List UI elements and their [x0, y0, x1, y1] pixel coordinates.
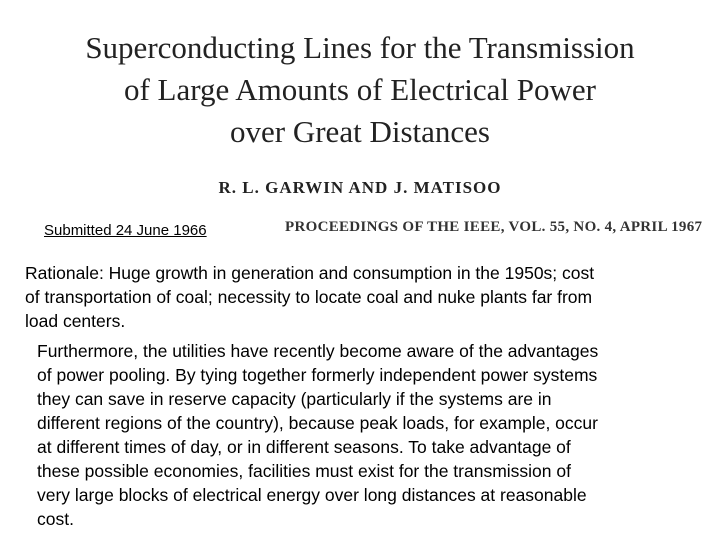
quote-line: of power pooling. By tying together form…: [37, 365, 598, 385]
authors: R. L. GARWIN AND J. MATISOO: [218, 178, 502, 197]
submitted-date: Submitted 24 June 1966: [44, 222, 207, 239]
quote-line: different regions of the country), becau…: [37, 413, 598, 433]
quote-line: cost.: [37, 509, 74, 529]
rationale-line: of transportation of coal; necessity to …: [25, 287, 593, 307]
rationale-line: load centers.: [25, 311, 126, 331]
quote-line: they can save in reserve capacity (parti…: [37, 389, 552, 409]
title-line: Superconducting Lines for the Transmissi…: [85, 30, 635, 65]
quote-line: Furthermore, the utilities have recently…: [37, 341, 599, 361]
title-line: over Great Distances: [230, 114, 490, 149]
citation: PROCEEDINGS OF THE IEEE, VOL. 55, NO. 4,…: [285, 219, 703, 235]
rationale-line: Rationale: Huge growth in generation and…: [25, 263, 595, 283]
quote-line: very large blocks of electrical energy o…: [37, 485, 587, 505]
title-line: of Large Amounts of Electrical Power: [123, 72, 597, 107]
quote-line: at different times of day, or in differe…: [37, 437, 571, 457]
quote-line: these possible economies, facilities mus…: [37, 461, 571, 481]
